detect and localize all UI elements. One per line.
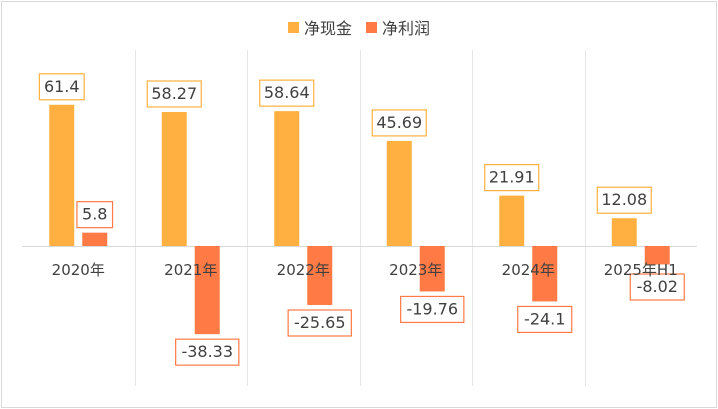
- data-label-box: [629, 273, 685, 301]
- x-tick-label: 2025年H1: [604, 261, 678, 279]
- bar-net-profit: [644, 246, 670, 265]
- data-label-box: [146, 80, 202, 108]
- bar-net-profit: [194, 246, 220, 335]
- bar-net-profit: [82, 232, 108, 246]
- data-label-box: [517, 305, 573, 334]
- bar-net-cash: [161, 111, 187, 246]
- x-tick-label: 2022年: [277, 261, 330, 279]
- data-label-net-cash: 21.91: [489, 168, 535, 187]
- data-label-net-cash: 12.08: [601, 190, 647, 209]
- bar-net-cash: [611, 218, 637, 246]
- x-tick-label: 2021年: [164, 261, 217, 279]
- data-label-box: [259, 79, 315, 107]
- data-label-box: [38, 73, 85, 101]
- legend-swatch-net-cash: [287, 21, 299, 33]
- bar-net-cash: [49, 104, 75, 246]
- data-label-box: [400, 295, 465, 324]
- data-label-box: [371, 109, 427, 137]
- x-tick-label: 2023年: [389, 261, 442, 279]
- legend-swatch-net-profit: [366, 21, 377, 33]
- data-label-net-cash: 45.69: [376, 113, 422, 132]
- x-tick-label: 2024年: [502, 261, 555, 279]
- legend-label-net-profit: 净利润: [382, 19, 431, 38]
- legend-item-net-cash: 净现金: [287, 15, 352, 39]
- bar-net-cash: [386, 140, 412, 246]
- legend: 净现金 净利润: [0, 14, 718, 40]
- data-label-net-cash: 61.4: [44, 77, 80, 96]
- data-label-net-profit: -24.1: [524, 309, 565, 328]
- data-label-net-cash: 58.64: [264, 83, 310, 102]
- data-label-box: [175, 338, 240, 366]
- data-label-net-profit: -19.76: [406, 299, 458, 318]
- data-label-box: [287, 309, 352, 337]
- legend-label-net-cash: 净现金: [303, 19, 352, 38]
- data-label-net-profit: 5.8: [82, 205, 107, 224]
- bar-net-cash: [499, 195, 525, 246]
- bar-net-profit: [419, 246, 445, 292]
- data-label-net-cash: 58.27: [151, 84, 197, 103]
- data-label-net-profit: -25.65: [294, 313, 346, 332]
- data-label-box: [76, 201, 114, 229]
- data-label-box: [484, 164, 540, 192]
- data-label-net-profit: -8.02: [637, 277, 678, 296]
- bar-net-cash: [274, 111, 300, 247]
- bar-net-profit: [532, 246, 558, 302]
- data-label-box: [596, 186, 652, 214]
- data-label-net-profit: -38.33: [181, 342, 233, 361]
- bar-net-profit: [307, 246, 333, 305]
- x-tick-label: 2020年: [52, 261, 105, 279]
- legend-item-net-profit: 净利润: [366, 15, 430, 39]
